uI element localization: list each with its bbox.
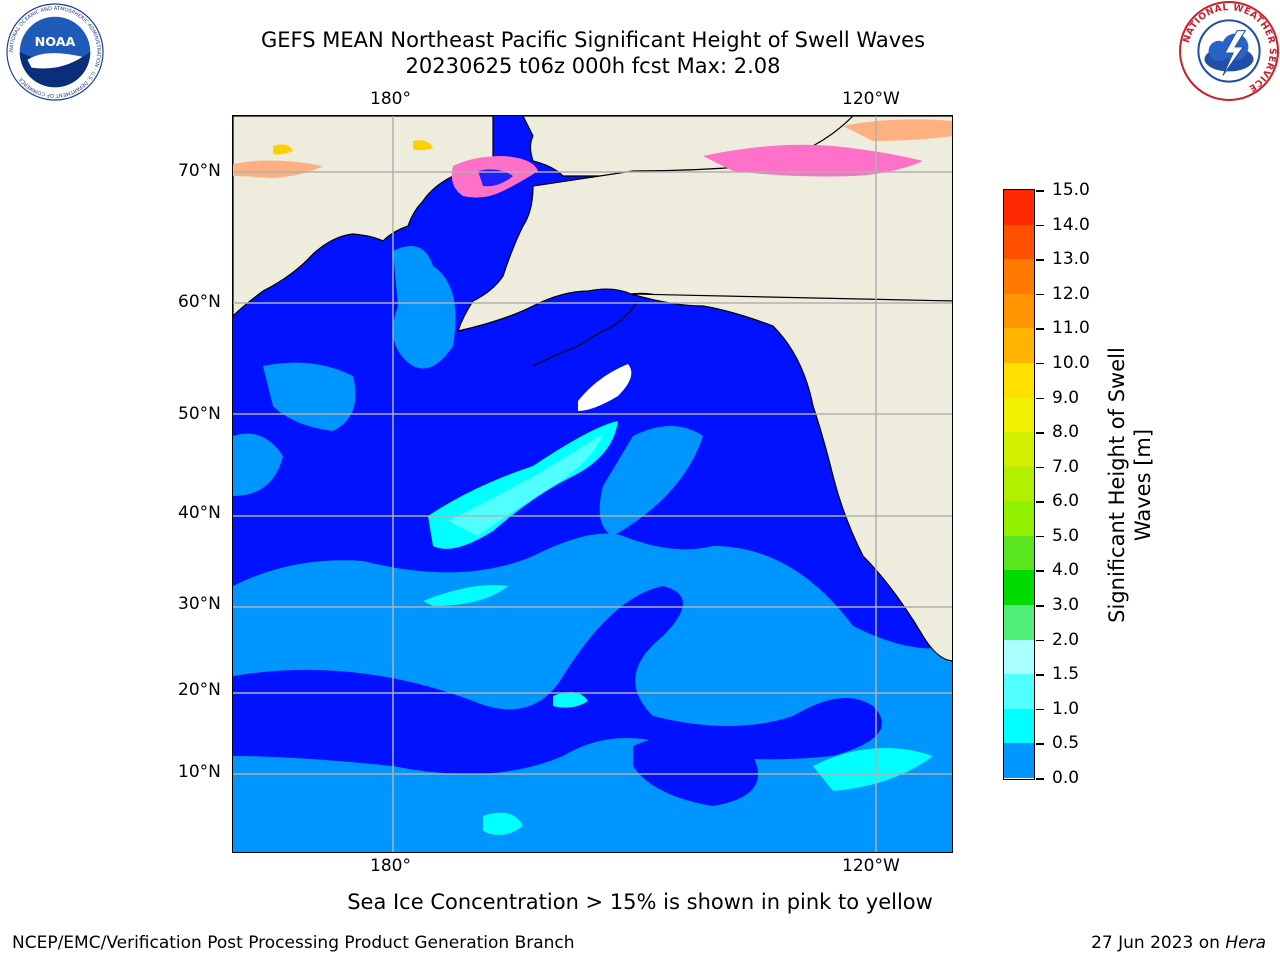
colorbar-tick: [1036, 432, 1044, 434]
colorbar-segment: [1004, 605, 1034, 641]
noaa-text: NOAA: [35, 35, 76, 50]
colorbar-tick-label: 7.0: [1052, 456, 1080, 477]
lat-label-70n: 70°N: [178, 161, 221, 181]
colorbar-tick: [1036, 674, 1044, 676]
colorbar-tick-label: 10.0: [1052, 352, 1090, 373]
chart-title: GEFS MEAN Northeast Pacific Significant …: [260, 28, 926, 52]
footer-date: 27 Jun 2023 on Hera: [1091, 933, 1266, 953]
colorbar-tick: [1036, 362, 1044, 365]
lat-label-50n: 50°N: [178, 404, 221, 424]
colorbar-tick-label: 0.5: [1052, 733, 1080, 754]
colorbar-tick: [1036, 466, 1044, 469]
colorbar-tick: [1036, 501, 1044, 503]
nws-logo: NATIONAL WEATHER SERVICE: [1179, 1, 1279, 101]
colorbar-segment: [1004, 743, 1034, 779]
colorbar-tick-label: 1.0: [1052, 698, 1080, 719]
colorbar-tick-label: 2.0: [1052, 629, 1080, 650]
nodata-patch: [578, 364, 632, 411]
colorbar-tick: [1036, 708, 1044, 711]
colorbar-segment: [1004, 362, 1034, 399]
colorbar-segment: [1004, 570, 1034, 606]
map-panel: [232, 115, 953, 853]
colorbar-tick: [1036, 259, 1044, 261]
colorbar-segment: [1004, 328, 1034, 364]
sea-ice-footnote: Sea Ice Concentration > 15% is shown in …: [347, 890, 933, 914]
colorbar-segment: [1004, 639, 1034, 675]
colorbar-tick-label: 14.0: [1052, 214, 1090, 235]
colorbar-tick-label: 1.5: [1052, 664, 1080, 685]
colorbar-title: Significant Height of Swell Waves [m]: [1104, 315, 1156, 655]
gridlines: [233, 116, 952, 852]
footer-credit: NCEP/EMC/Verification Post Processing Pr…: [12, 933, 575, 953]
lon-label-bottom-180: 180°: [370, 856, 411, 876]
colorbar-tick: [1036, 293, 1044, 296]
colorbar-tick: [1036, 570, 1044, 572]
colorbar-segment: [1004, 708, 1034, 744]
colorbar-title-line1: Significant Height of Swell: [1105, 347, 1129, 623]
lat-label-60n: 60°N: [178, 292, 221, 312]
colorbar-segment: [1004, 674, 1034, 710]
colorbar-tick-label: 8.0: [1052, 422, 1080, 443]
colorbar-tick: [1036, 778, 1044, 780]
colorbar-tick: [1036, 328, 1044, 330]
lon-label-bottom-120w: 120°W: [842, 856, 900, 876]
colorbar-tick: [1036, 605, 1044, 607]
colorbar-tick: [1036, 190, 1044, 192]
colorbar-segment: [1004, 293, 1034, 329]
colorbar-title-line2: Waves [m]: [1131, 428, 1155, 542]
colorbar-segment: [1004, 466, 1034, 502]
colorbar-segment: [1004, 501, 1034, 537]
colorbar-segment: [1004, 190, 1034, 226]
colorbar-tick-label: 5.0: [1052, 525, 1080, 546]
colorbar-segment: [1004, 397, 1034, 433]
colorbar-tick: [1036, 743, 1044, 745]
colorbar-tick: [1036, 535, 1044, 538]
colorbar-tick-label: 3.0: [1052, 595, 1080, 616]
colorbar-segment: [1004, 224, 1034, 260]
colorbar-tick-label: 13.0: [1052, 249, 1090, 270]
colorbar-tick-label: 0.0: [1052, 768, 1080, 788]
colorbar-segment: [1004, 259, 1034, 295]
colorbar-segment: [1004, 432, 1034, 468]
lon-label-top-180: 180°: [370, 89, 411, 109]
colorbar-tick: [1036, 639, 1044, 642]
lat-label-20n: 20°N: [178, 680, 221, 700]
lat-label-30n: 30°N: [178, 594, 221, 614]
colorbar-tick: [1036, 397, 1044, 400]
noaa-logo: NATIONAL OCEANIC AND ATMOSPHERIC ADMINIS…: [6, 3, 104, 101]
colorbar-tick-label: 15.0: [1052, 180, 1090, 200]
colorbar-tick-label: 9.0: [1052, 387, 1080, 408]
swell-field-0.0-0.5-patches: [233, 586, 882, 806]
colorbar-tick-label: 4.0: [1052, 560, 1080, 581]
swell-height-map: [233, 116, 952, 852]
colorbar-segment: [1004, 535, 1034, 571]
colorbar: [1003, 189, 1035, 780]
colorbar-tick-label: 11.0: [1052, 318, 1090, 339]
colorbar-tick: [1036, 224, 1044, 227]
swell-field-1.5-2.0: [448, 434, 603, 536]
chart-subtitle: 20230625 t06z 000h fcst Max: 2.08: [405, 54, 781, 78]
colorbar-tick-label: 12.0: [1052, 283, 1090, 304]
colorbar-tick-label: 6.0: [1052, 491, 1080, 512]
lat-label-10n: 10°N: [178, 762, 221, 782]
lon-label-top-120w: 120°W: [842, 89, 900, 109]
footer-date-text: 27 Jun 2023 on: [1091, 933, 1220, 953]
aleutian-coast: [532, 300, 639, 367]
lat-label-40n: 40°N: [178, 503, 221, 523]
footer-host: Hera: [1225, 933, 1266, 953]
sea-ice: [233, 119, 952, 198]
